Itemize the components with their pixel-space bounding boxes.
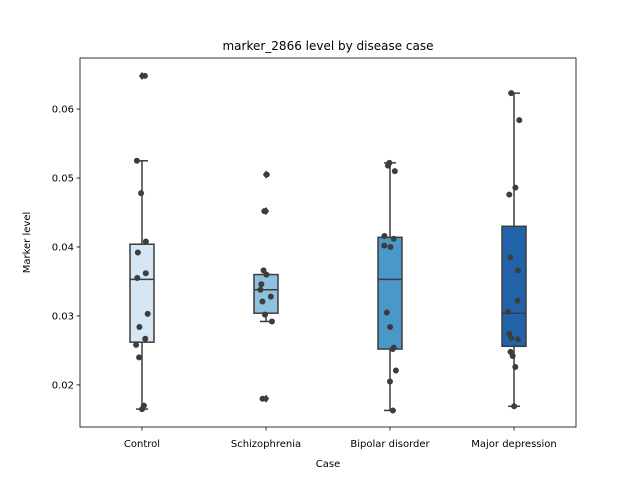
data-point: [133, 157, 140, 164]
data-point: [387, 323, 394, 330]
data-point: [142, 270, 149, 277]
data-point: [267, 293, 274, 300]
data-point: [512, 184, 519, 191]
data-point: [514, 336, 521, 343]
data-point: [261, 208, 268, 215]
data-point: [507, 254, 514, 261]
chart-axes: 0.02 0.03 0.04 0.05 0.06 Control Schizophrenia…: [52, 105, 557, 450]
data-point: [133, 341, 140, 348]
x-tick-label: Control: [124, 439, 160, 450]
x-axis-label: Case: [316, 459, 340, 470]
data-point: [390, 235, 397, 242]
data-point: [259, 395, 266, 402]
plot-area: [80, 58, 576, 427]
data-point: [261, 311, 268, 318]
data-point: [139, 406, 146, 413]
data-point: [505, 308, 512, 315]
box: [501, 225, 527, 348]
data-point: [508, 90, 515, 97]
data-point: [392, 367, 399, 374]
data-point: [389, 346, 396, 353]
data-point: [136, 323, 143, 330]
data-point: [142, 238, 149, 245]
data-point: [509, 352, 516, 359]
data-point: [136, 354, 143, 361]
x-tick-label: Major depression: [471, 439, 557, 450]
data-point: [134, 275, 141, 282]
box: [253, 273, 279, 314]
data-point: [516, 117, 523, 124]
data-point: [138, 190, 145, 197]
y-tick-label: 0.06: [52, 105, 74, 116]
data-point: [389, 407, 396, 414]
x-tick-label: Bipolar disorder: [350, 439, 430, 450]
data-point: [263, 271, 270, 278]
y-axis-label: Marker level: [22, 212, 33, 274]
data-point: [257, 286, 264, 293]
data-point: [508, 335, 515, 342]
x-tick-label: Schizophrenia: [231, 439, 301, 450]
y-tick-label: 0.04: [52, 242, 74, 253]
data-point: [514, 267, 521, 274]
data-point: [391, 168, 398, 175]
data-point: [512, 363, 519, 370]
data-point: [383, 309, 390, 316]
data-point: [381, 242, 388, 249]
data-point: [268, 318, 275, 325]
box-group: [253, 170, 279, 403]
chart-marks: [129, 71, 527, 414]
chart-title: marker_2866 level by disease case: [222, 39, 433, 53]
data-point: [381, 232, 388, 239]
data-point: [258, 281, 265, 288]
y-tick-label: 0.02: [52, 380, 74, 391]
data-point: [385, 162, 392, 169]
data-point: [511, 403, 518, 410]
data-point: [263, 171, 270, 178]
y-tick-label: 0.05: [52, 174, 74, 185]
data-point: [514, 297, 521, 304]
data-point: [387, 243, 394, 250]
box: [377, 236, 403, 350]
data-point: [144, 310, 151, 317]
data-point: [134, 249, 141, 256]
data-point: [141, 72, 148, 79]
data-point: [386, 378, 393, 385]
data-point: [506, 191, 513, 198]
plot-frame: [79, 57, 577, 428]
data-point: [259, 298, 266, 305]
data-point: [142, 335, 149, 342]
y-tick-label: 0.03: [52, 311, 74, 322]
